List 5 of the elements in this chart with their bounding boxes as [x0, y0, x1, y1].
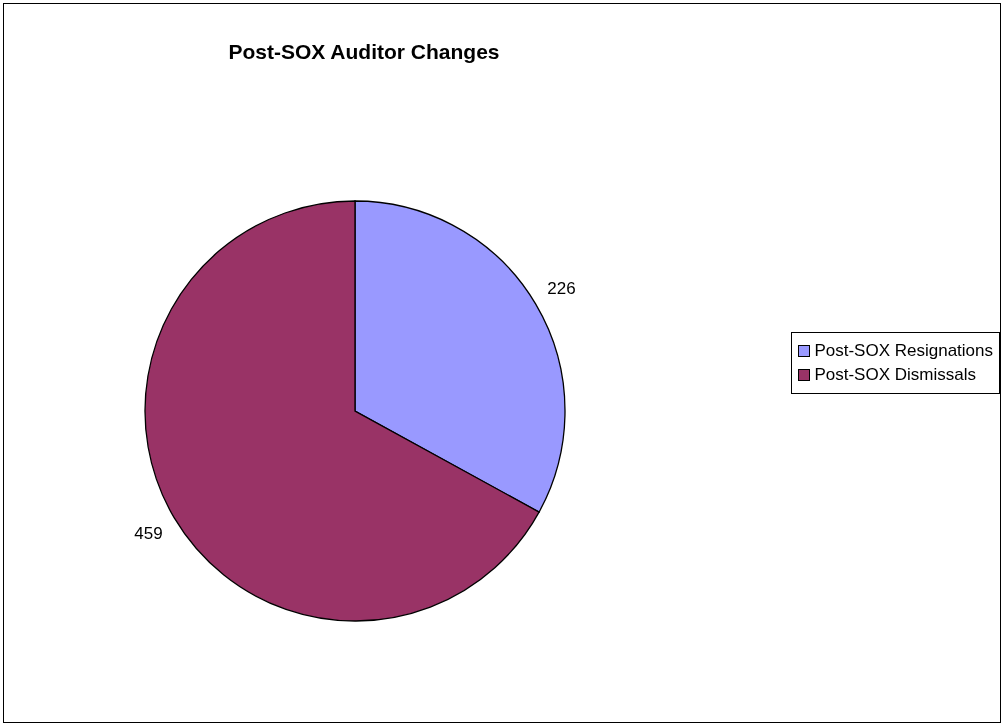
data-label: 459 [134, 523, 163, 543]
data-label: 226 [547, 279, 576, 299]
legend-label: Post-SOX Resignations [814, 341, 993, 361]
chart-title: Post-SOX Auditor Changes [227, 40, 501, 64]
legend-label: Post-SOX Dismissals [814, 365, 976, 385]
